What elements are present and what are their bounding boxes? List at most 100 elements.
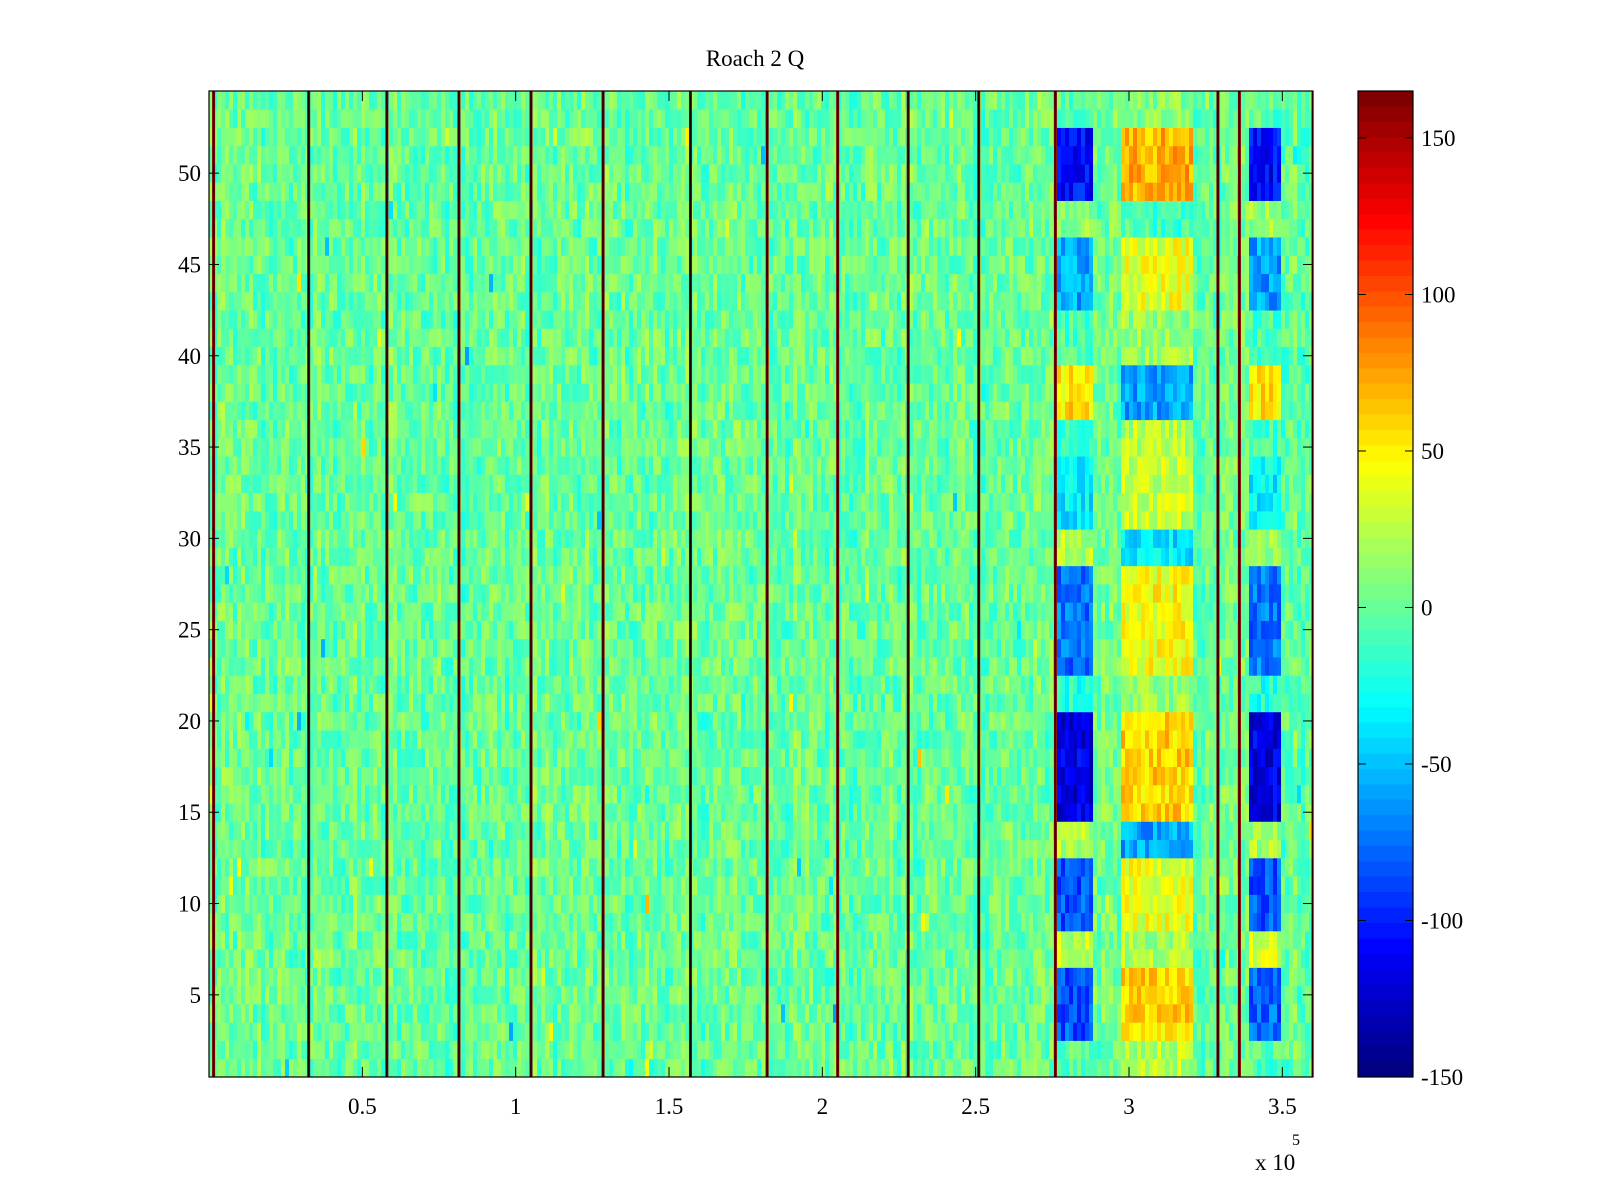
heatmap-cell bbox=[937, 949, 942, 968]
heatmap-cell bbox=[673, 821, 678, 841]
heatmap-cell bbox=[525, 1003, 530, 1023]
heatmap-cell bbox=[1253, 1040, 1258, 1060]
heatmap-cell bbox=[329, 1058, 334, 1077]
heatmap-cell bbox=[1153, 985, 1158, 1005]
heatmap-cell bbox=[805, 1058, 810, 1077]
heatmap-cell bbox=[677, 894, 682, 914]
heatmap-cell bbox=[1041, 1003, 1046, 1023]
heatmap-cell bbox=[537, 930, 542, 950]
heatmap-cell bbox=[785, 748, 790, 767]
heatmap-cell bbox=[829, 857, 834, 877]
heatmap-cell bbox=[1117, 985, 1122, 1005]
heatmap-cell bbox=[769, 1058, 774, 1077]
heatmap-cell bbox=[1257, 821, 1262, 841]
heatmap-cell bbox=[1185, 803, 1190, 822]
heatmap-cell bbox=[545, 949, 550, 968]
heatmap-cell bbox=[669, 857, 674, 877]
heatmap-cell bbox=[405, 821, 410, 841]
heatmap-cell bbox=[661, 967, 666, 987]
heatmap-cell bbox=[293, 748, 298, 767]
heatmap-cell bbox=[845, 1022, 850, 1041]
heatmap-cell bbox=[233, 1022, 238, 1041]
heatmap-cell bbox=[1305, 748, 1310, 767]
heatmap-cell bbox=[885, 748, 890, 767]
heatmap-cell bbox=[329, 766, 334, 786]
heatmap-cell bbox=[829, 876, 834, 895]
heatmap-cell bbox=[633, 1040, 638, 1060]
heatmap-cell bbox=[413, 821, 418, 841]
heatmap-cell bbox=[1213, 1003, 1218, 1023]
heatmap-cell bbox=[1061, 1003, 1066, 1023]
heatmap-cell bbox=[785, 894, 790, 914]
heatmap-cell bbox=[845, 876, 850, 895]
heatmap-cell bbox=[717, 803, 722, 822]
heatmap-cell bbox=[1049, 1003, 1054, 1023]
heatmap-cell bbox=[581, 949, 586, 968]
heatmap-cell bbox=[397, 876, 402, 895]
heatmap-cell bbox=[701, 894, 706, 914]
heatmap-cell bbox=[409, 967, 414, 987]
heatmap-cell bbox=[1029, 949, 1034, 968]
heatmap-cell bbox=[1245, 766, 1250, 786]
heatmap-cell bbox=[849, 967, 854, 987]
heatmap-cell bbox=[797, 784, 802, 804]
heatmap-cell bbox=[213, 766, 218, 786]
heatmap-cell bbox=[1213, 766, 1218, 786]
heatmap-cell bbox=[1225, 821, 1230, 841]
heatmap-cell bbox=[569, 1022, 574, 1041]
heatmap-cell bbox=[741, 766, 746, 786]
heatmap-cell bbox=[641, 912, 646, 932]
heatmap-cell bbox=[285, 748, 290, 767]
heatmap-cell bbox=[933, 784, 938, 804]
heatmap-cell bbox=[885, 821, 890, 841]
heatmap-cell bbox=[553, 766, 558, 786]
heatmap-cell bbox=[533, 894, 538, 914]
heatmap-cell bbox=[557, 857, 562, 877]
heatmap-cell bbox=[557, 839, 562, 859]
heatmap-cell bbox=[449, 766, 454, 786]
heatmap-cell bbox=[413, 1040, 418, 1060]
heatmap-cell bbox=[769, 1003, 774, 1023]
heatmap-cell bbox=[1093, 803, 1098, 822]
heatmap-cell bbox=[917, 821, 922, 841]
heatmap-cell bbox=[1289, 1003, 1294, 1023]
heatmap-cell bbox=[941, 1022, 946, 1041]
heatmap-cell bbox=[373, 1040, 378, 1060]
heatmap-cell bbox=[961, 1003, 966, 1023]
heatmap-cell bbox=[277, 949, 282, 968]
heatmap-cell bbox=[429, 949, 434, 968]
heatmap-cell bbox=[953, 949, 958, 968]
heatmap-cell bbox=[253, 766, 258, 786]
heatmap-cell bbox=[1005, 894, 1010, 914]
heatmap-cell bbox=[873, 1058, 878, 1077]
heatmap-cell bbox=[361, 784, 366, 804]
heatmap-cell bbox=[1025, 748, 1030, 767]
heatmap-cell bbox=[293, 876, 298, 895]
heatmap-cell bbox=[561, 1003, 566, 1023]
heatmap-cell bbox=[505, 1022, 510, 1041]
heatmap-cell bbox=[877, 876, 882, 895]
heatmap-cell bbox=[557, 894, 562, 914]
heatmap-cell bbox=[321, 912, 326, 932]
heatmap-cell bbox=[409, 876, 414, 895]
heatmap-cell bbox=[1037, 894, 1042, 914]
heatmap-cell bbox=[609, 1022, 614, 1041]
heatmap-cell bbox=[413, 803, 418, 822]
heatmap-cell bbox=[269, 912, 274, 932]
heatmap-cell bbox=[329, 839, 334, 859]
heatmap-cell bbox=[733, 949, 738, 968]
heatmap-cell bbox=[1105, 876, 1110, 895]
heatmap-cell bbox=[1137, 839, 1142, 859]
heatmap-cell bbox=[893, 894, 898, 914]
heatmap-cell bbox=[1089, 803, 1094, 822]
heatmap-cell bbox=[477, 985, 482, 1005]
heatmap-cell bbox=[1085, 1003, 1090, 1023]
heatmap-cell bbox=[805, 894, 810, 914]
heatmap-cell bbox=[1305, 912, 1310, 932]
heatmap-cell bbox=[693, 766, 698, 786]
heatmap-cell bbox=[1077, 766, 1082, 786]
heatmap-cell bbox=[449, 949, 454, 968]
heatmap-cell bbox=[1029, 821, 1034, 841]
heatmap-cell bbox=[909, 876, 914, 895]
heatmap-cell bbox=[1077, 803, 1082, 822]
